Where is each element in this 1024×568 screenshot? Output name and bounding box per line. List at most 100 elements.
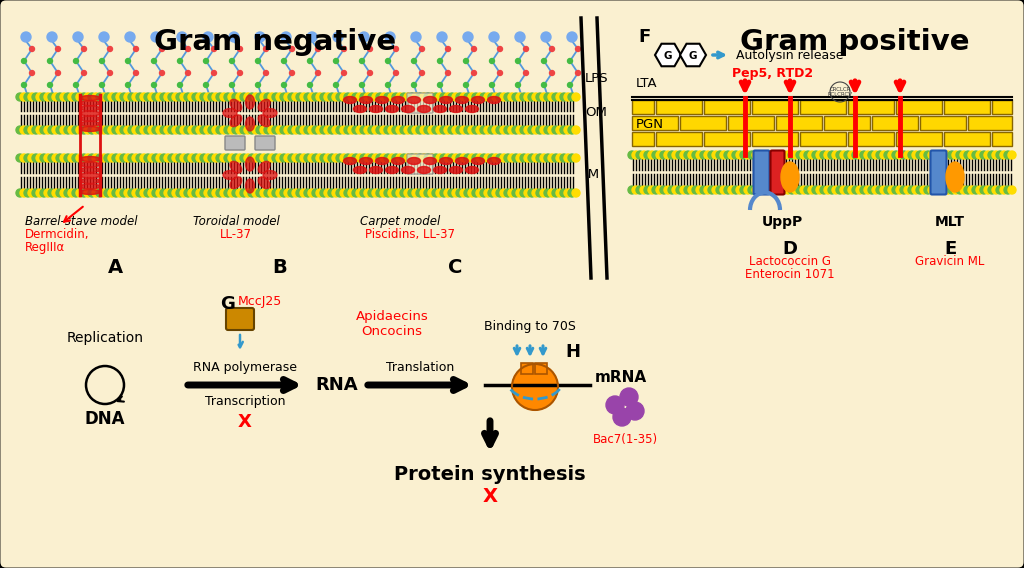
Circle shape xyxy=(792,186,800,194)
Circle shape xyxy=(996,186,1004,194)
Circle shape xyxy=(572,189,580,197)
Circle shape xyxy=(24,126,32,134)
Circle shape xyxy=(412,93,420,101)
Ellipse shape xyxy=(230,99,242,111)
Circle shape xyxy=(252,154,260,162)
Circle shape xyxy=(212,70,216,76)
Circle shape xyxy=(449,189,456,197)
Circle shape xyxy=(344,126,352,134)
Circle shape xyxy=(176,93,184,101)
Circle shape xyxy=(120,189,128,197)
Circle shape xyxy=(128,126,136,134)
Circle shape xyxy=(193,93,200,101)
Ellipse shape xyxy=(370,166,383,173)
Circle shape xyxy=(852,151,860,159)
Circle shape xyxy=(319,126,328,134)
Circle shape xyxy=(800,151,808,159)
Circle shape xyxy=(472,189,480,197)
Circle shape xyxy=(445,70,451,76)
Circle shape xyxy=(228,93,236,101)
Circle shape xyxy=(476,189,484,197)
Circle shape xyxy=(812,186,820,194)
Circle shape xyxy=(836,186,844,194)
Circle shape xyxy=(940,151,948,159)
Circle shape xyxy=(472,126,480,134)
Ellipse shape xyxy=(450,166,463,173)
Circle shape xyxy=(968,186,976,194)
Circle shape xyxy=(348,126,356,134)
Circle shape xyxy=(420,126,428,134)
Circle shape xyxy=(416,154,424,162)
Circle shape xyxy=(516,126,524,134)
Circle shape xyxy=(372,93,380,101)
Circle shape xyxy=(151,32,161,42)
Circle shape xyxy=(764,186,772,194)
Circle shape xyxy=(256,189,264,197)
Ellipse shape xyxy=(80,127,100,132)
Circle shape xyxy=(508,93,516,101)
Circle shape xyxy=(788,151,796,159)
Circle shape xyxy=(290,47,295,52)
Circle shape xyxy=(108,47,113,52)
Circle shape xyxy=(872,186,880,194)
Circle shape xyxy=(961,151,968,159)
Circle shape xyxy=(540,154,548,162)
Circle shape xyxy=(184,93,193,101)
Circle shape xyxy=(80,126,88,134)
Text: Gram negative: Gram negative xyxy=(154,28,396,56)
Circle shape xyxy=(437,82,442,87)
Circle shape xyxy=(168,189,176,197)
Circle shape xyxy=(932,186,940,194)
Circle shape xyxy=(315,47,321,52)
Ellipse shape xyxy=(343,157,356,165)
Circle shape xyxy=(536,154,544,162)
Ellipse shape xyxy=(466,166,478,173)
Circle shape xyxy=(428,126,436,134)
Circle shape xyxy=(308,126,316,134)
FancyBboxPatch shape xyxy=(680,116,726,130)
Circle shape xyxy=(255,32,265,42)
Circle shape xyxy=(76,189,84,197)
Circle shape xyxy=(944,186,952,194)
Circle shape xyxy=(480,126,488,134)
Circle shape xyxy=(88,126,96,134)
Circle shape xyxy=(424,93,432,101)
Circle shape xyxy=(88,189,96,197)
Circle shape xyxy=(212,126,220,134)
Circle shape xyxy=(504,154,512,162)
Circle shape xyxy=(648,151,656,159)
Ellipse shape xyxy=(258,99,270,111)
Circle shape xyxy=(536,126,544,134)
Circle shape xyxy=(52,126,60,134)
Circle shape xyxy=(528,126,536,134)
Circle shape xyxy=(388,189,396,197)
Circle shape xyxy=(20,154,28,162)
Circle shape xyxy=(700,186,708,194)
Circle shape xyxy=(541,32,551,42)
Circle shape xyxy=(324,154,332,162)
Circle shape xyxy=(263,47,268,52)
Circle shape xyxy=(328,189,336,197)
Circle shape xyxy=(780,186,788,194)
Text: UppP: UppP xyxy=(762,215,803,229)
Circle shape xyxy=(177,82,182,87)
Circle shape xyxy=(385,82,390,87)
Circle shape xyxy=(744,151,752,159)
Circle shape xyxy=(164,154,172,162)
Circle shape xyxy=(168,154,176,162)
Text: Protein synthesis: Protein synthesis xyxy=(394,465,586,484)
FancyBboxPatch shape xyxy=(705,132,750,146)
Circle shape xyxy=(124,154,132,162)
Circle shape xyxy=(796,186,804,194)
Circle shape xyxy=(229,59,234,64)
Circle shape xyxy=(408,126,416,134)
Circle shape xyxy=(296,93,304,101)
FancyBboxPatch shape xyxy=(521,363,534,374)
Circle shape xyxy=(364,126,372,134)
Circle shape xyxy=(498,70,503,76)
Circle shape xyxy=(748,186,756,194)
Circle shape xyxy=(360,126,368,134)
Circle shape xyxy=(392,189,400,197)
Text: RegIIIα: RegIIIα xyxy=(25,241,66,254)
Circle shape xyxy=(380,93,388,101)
